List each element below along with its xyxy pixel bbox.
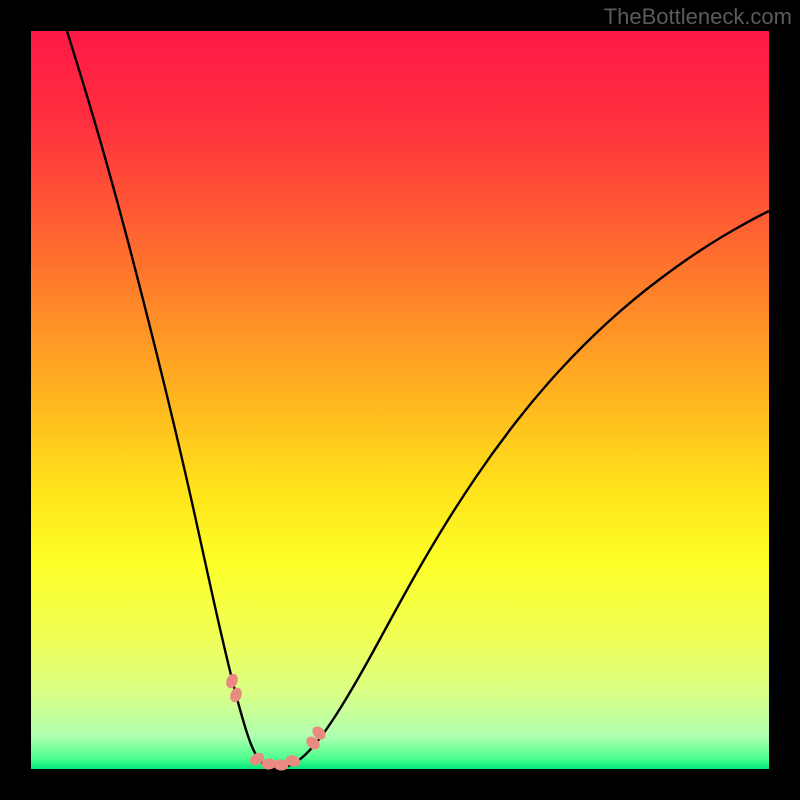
curves-layer [31, 31, 769, 769]
marker [229, 687, 244, 704]
data-markers [225, 673, 328, 771]
watermark-text: TheBottleneck.com [604, 4, 792, 30]
curve-right [275, 211, 769, 769]
bottleneck-chart: TheBottleneck.com [0, 0, 800, 800]
curve-left [67, 31, 275, 769]
plot-area [31, 31, 769, 769]
marker [225, 673, 240, 690]
